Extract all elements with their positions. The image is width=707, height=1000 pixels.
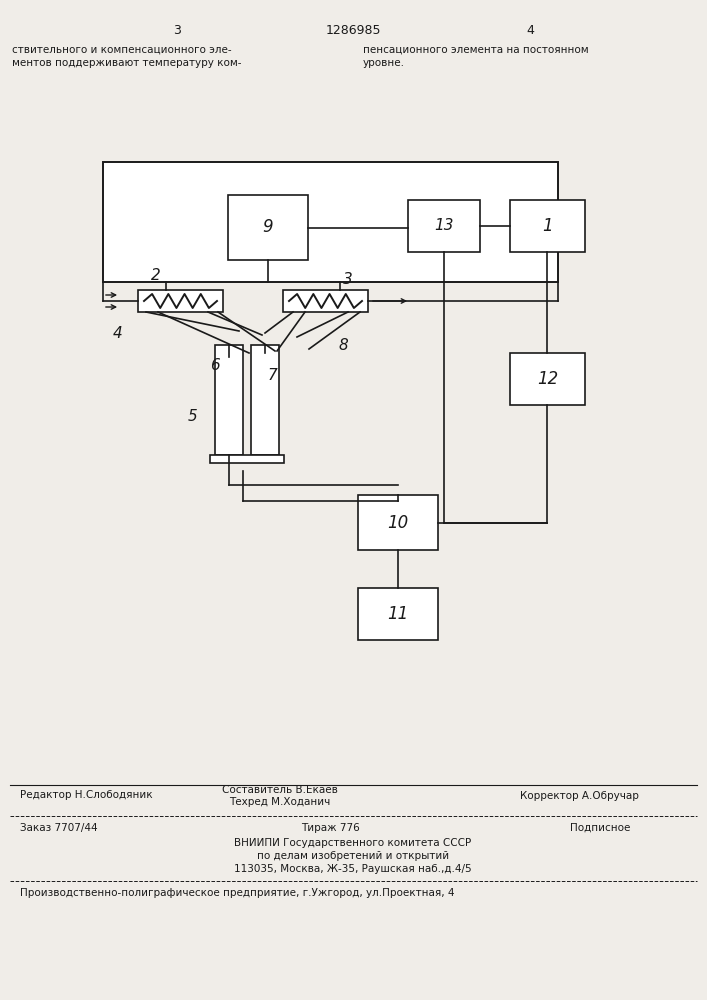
Bar <box>103 162 558 282</box>
Text: 12: 12 <box>537 370 558 388</box>
Text: 13: 13 <box>434 219 454 233</box>
Bar <box>358 588 438 640</box>
Bar <box>138 290 223 312</box>
Text: по делам изобретений и открытий: по делам изобретений и открытий <box>257 851 449 861</box>
Text: 6: 6 <box>210 359 220 373</box>
Text: уровне.: уровне. <box>363 58 405 68</box>
Bar <box>215 345 243 455</box>
Text: 3: 3 <box>173 23 181 36</box>
Text: 7: 7 <box>267 368 277 383</box>
Bar <box>358 495 438 550</box>
Text: 1: 1 <box>542 217 553 235</box>
Bar <box>283 290 368 312</box>
Text: 2: 2 <box>151 268 160 284</box>
Bar <box>510 353 585 405</box>
Text: пенсационного элемента на постоянном: пенсационного элемента на постоянном <box>363 45 589 55</box>
Text: Тираж 776: Тираж 776 <box>300 823 359 833</box>
Text: Производственно-полиграфическое предприятие, г.Ужгород, ул.Проектная, 4: Производственно-полиграфическое предприя… <box>20 888 455 898</box>
Bar <box>210 455 284 463</box>
Text: Подписное: Подписное <box>570 823 631 833</box>
Text: Техред М.Ходанич: Техред М.Ходанич <box>229 797 331 807</box>
Text: 4: 4 <box>526 23 534 36</box>
Text: Составитель В.Екаев: Составитель В.Екаев <box>222 785 338 795</box>
Text: Корректор А.Обручар: Корректор А.Обручар <box>520 791 639 801</box>
Text: ментов поддерживают температуру ком-: ментов поддерживают температуру ком- <box>12 58 242 68</box>
Text: ВНИИПИ Государственного комитета СССР: ВНИИПИ Государственного комитета СССР <box>235 838 472 848</box>
Text: 8: 8 <box>338 338 348 353</box>
Text: 11: 11 <box>387 605 409 623</box>
Bar <box>228 195 308 260</box>
Text: 113035, Москва, Ж-35, Раушская наб.,д.4/5: 113035, Москва, Ж-35, Раушская наб.,д.4/… <box>234 864 472 874</box>
Bar <box>408 200 480 252</box>
Text: 9: 9 <box>263 219 274 236</box>
Text: ствительного и компенсационного эле-: ствительного и компенсационного эле- <box>12 45 232 55</box>
Text: 4: 4 <box>113 326 123 342</box>
Bar <box>251 345 279 455</box>
Bar <box>510 200 585 252</box>
Text: 1286985: 1286985 <box>325 23 381 36</box>
Text: 3: 3 <box>343 272 352 288</box>
Text: 10: 10 <box>387 514 409 532</box>
Text: Заказ 7707/44: Заказ 7707/44 <box>20 823 98 833</box>
Text: 5: 5 <box>188 409 198 424</box>
Text: Редактор Н.Слободяник: Редактор Н.Слободяник <box>20 790 153 800</box>
